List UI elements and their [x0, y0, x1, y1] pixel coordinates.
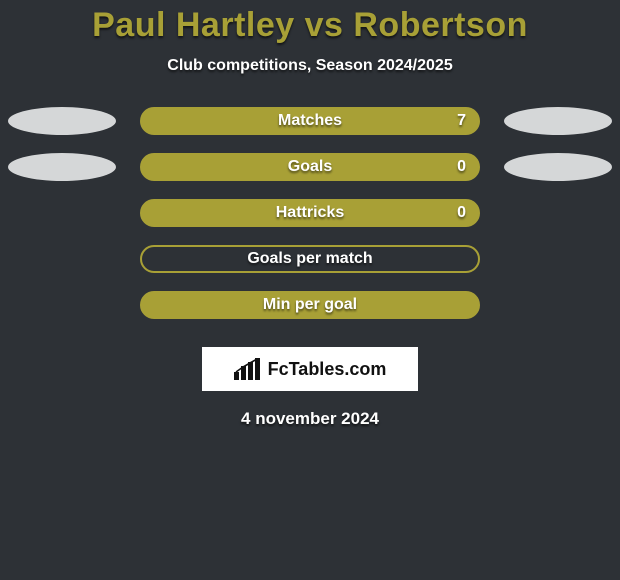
chart-row: Matches7 — [0, 107, 620, 153]
comparison-chart: Matches7Goals0Hattricks0Goals per matchM… — [0, 107, 620, 337]
stat-bar — [140, 153, 480, 181]
stat-bar — [140, 107, 480, 135]
site-badge: FcTables.com — [202, 347, 418, 391]
stat-bar — [140, 291, 480, 319]
chart-row: Goals per match — [0, 245, 620, 291]
stat-bar — [140, 245, 480, 273]
right-ellipse — [504, 153, 612, 181]
chart-row: Goals0 — [0, 153, 620, 199]
chart-row: Min per goal — [0, 291, 620, 337]
subtitle: Club competitions, Season 2024/2025 — [0, 57, 620, 75]
chart-row: Hattricks0 — [0, 199, 620, 245]
date-text: 4 november 2024 — [0, 409, 620, 429]
page-title: Paul Hartley vs Robertson — [0, 0, 620, 45]
left-ellipse — [8, 153, 116, 181]
left-ellipse — [8, 107, 116, 135]
stat-bar — [140, 199, 480, 227]
right-ellipse — [504, 107, 612, 135]
bars-icon — [234, 358, 262, 380]
badge-text: FcTables.com — [268, 359, 387, 380]
